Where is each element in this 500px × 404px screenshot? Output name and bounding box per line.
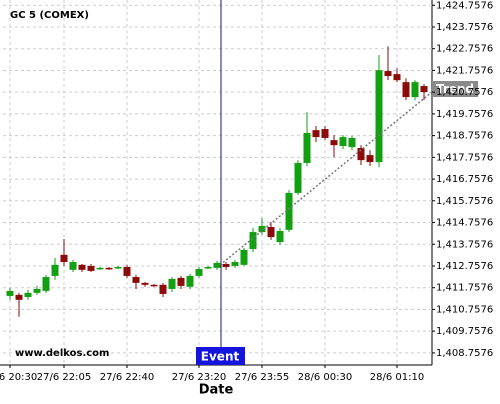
candle-body bbox=[294, 162, 302, 193]
trend-box bbox=[432, 81, 478, 97]
candle-body bbox=[159, 284, 167, 294]
y-tick-label: 1,418.7576 bbox=[436, 131, 493, 142]
candle-body bbox=[321, 129, 329, 138]
candles bbox=[6, 46, 428, 317]
candle-body bbox=[195, 268, 203, 276]
candle-body bbox=[402, 82, 410, 98]
candle-body bbox=[42, 277, 50, 291]
candle-body bbox=[222, 263, 230, 268]
y-tick-label: 1,420.7576 bbox=[436, 87, 493, 98]
candle-body bbox=[312, 130, 320, 138]
candle-body bbox=[384, 71, 392, 77]
event-box bbox=[196, 347, 245, 365]
candle-body bbox=[60, 254, 68, 263]
y-tick-label: 1,417.7576 bbox=[436, 152, 493, 163]
candle-body bbox=[357, 147, 365, 161]
candle-body bbox=[366, 155, 374, 163]
candle-body bbox=[276, 230, 284, 243]
candle-body bbox=[114, 267, 122, 269]
chart-title: GC 5 (COMEX) bbox=[10, 10, 89, 21]
y-tick-label: 1,412.7576 bbox=[436, 261, 493, 272]
x-tick-label: 27/6 22:40 bbox=[100, 372, 154, 383]
candle-body bbox=[33, 288, 41, 293]
candle-body bbox=[285, 192, 293, 230]
candle-body bbox=[213, 262, 221, 268]
x-tick-label: 27/6 20:30 bbox=[0, 372, 37, 383]
candle-body bbox=[15, 294, 23, 300]
x-axis-title: Date bbox=[199, 383, 234, 398]
y-tick-label: 1,416.7576 bbox=[436, 174, 493, 185]
y-tick-label: 1,411.7576 bbox=[436, 283, 493, 294]
candle-body bbox=[87, 265, 95, 271]
x-tick-label: 28/6 00:30 bbox=[298, 372, 352, 383]
candle-body bbox=[339, 137, 347, 146]
y-tick-label: 1,413.7576 bbox=[436, 239, 493, 250]
candle-body bbox=[78, 264, 86, 270]
y-tick-label: 1,409.7576 bbox=[436, 326, 493, 337]
candle-body bbox=[330, 140, 338, 146]
candle-body bbox=[51, 264, 59, 276]
candle-body bbox=[69, 262, 77, 270]
watermark: www.delkos.com bbox=[15, 348, 109, 359]
candle-body bbox=[420, 86, 428, 93]
candle-body bbox=[132, 277, 140, 283]
candle-body bbox=[258, 225, 266, 233]
candle-body bbox=[168, 278, 176, 289]
y-tick-label: 1,408.7576 bbox=[436, 348, 493, 359]
candle-body bbox=[24, 292, 32, 297]
candle-body bbox=[186, 275, 194, 287]
candle-body bbox=[249, 232, 257, 249]
y-tick-label: 1,421.7576 bbox=[436, 65, 493, 76]
x-tick-label: 28/6 01:10 bbox=[370, 372, 424, 383]
event-label: Event bbox=[201, 350, 240, 364]
candle-body bbox=[204, 267, 212, 269]
trend-line bbox=[219, 91, 433, 266]
candle-body bbox=[141, 282, 149, 285]
candle-body bbox=[267, 227, 275, 238]
candle-body bbox=[375, 70, 383, 163]
candle-body bbox=[177, 277, 185, 286]
x-tick-label: 27/6 22:05 bbox=[37, 372, 91, 383]
candle-body bbox=[96, 267, 104, 270]
y-tick-label: 1,410.7576 bbox=[436, 304, 493, 315]
x-tick-label: 27/6 23:20 bbox=[172, 372, 226, 383]
trend-label: Trend bbox=[436, 82, 474, 96]
grid bbox=[3, 0, 432, 365]
y-tick-label: 1,423.7576 bbox=[436, 22, 493, 33]
y-tick-label: 1,415.7576 bbox=[436, 196, 493, 207]
candle-body bbox=[348, 137, 356, 148]
candle-body bbox=[240, 249, 248, 265]
candle-body bbox=[105, 267, 113, 270]
y-tick-label: 1,419.7576 bbox=[436, 109, 493, 120]
candle-body bbox=[393, 74, 401, 81]
candle-body bbox=[150, 284, 158, 287]
candle-body bbox=[6, 290, 14, 296]
candle-body bbox=[303, 132, 311, 163]
x-tick-label: 27/6 23:55 bbox=[235, 372, 289, 383]
candle-body bbox=[231, 262, 239, 266]
y-tick-label: 1,422.7576 bbox=[436, 44, 493, 55]
y-tick-label: 1,414.7576 bbox=[436, 218, 493, 229]
y-tick-label: 1,424.7576 bbox=[436, 0, 493, 11]
candle-body bbox=[123, 267, 131, 276]
candle-body bbox=[411, 82, 419, 98]
